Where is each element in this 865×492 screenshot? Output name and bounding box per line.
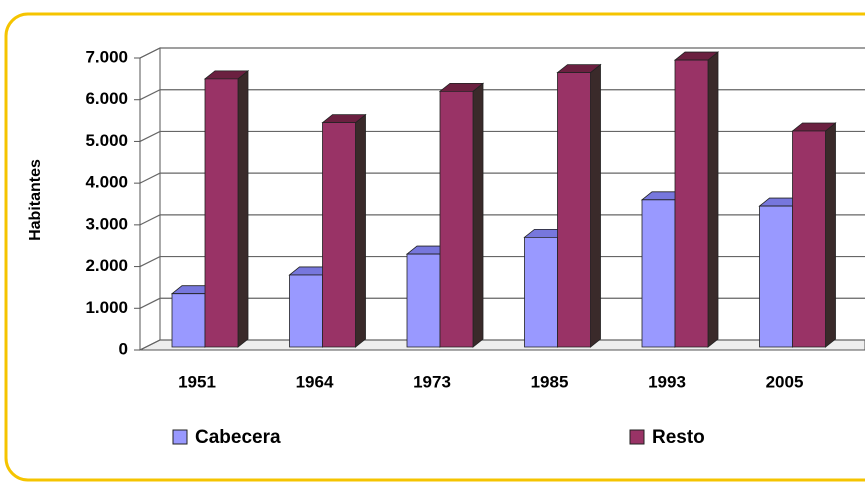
y-tick-label: 0	[119, 339, 128, 358]
grid-line	[139, 172, 865, 184]
y-tick-label: 6.000	[85, 89, 128, 108]
y-axis-label: Habitantes	[27, 159, 44, 241]
floor	[139, 339, 865, 351]
x-tick-label: 1951	[178, 372, 216, 391]
bar	[203, 70, 250, 348]
legend-label: Resto	[652, 427, 705, 448]
y-tick-label: 1.000	[85, 298, 128, 317]
y-tick-label: 7.000	[85, 47, 128, 66]
grid-line	[139, 255, 865, 268]
bar	[321, 113, 367, 348]
y-tick-label: 4.000	[85, 173, 128, 192]
grid-line	[139, 130, 865, 142]
x-tick-label: 2005	[766, 372, 804, 391]
bar	[791, 122, 837, 348]
y-tick-label: 3.000	[85, 214, 128, 233]
grid-line	[139, 89, 865, 101]
bar	[438, 82, 485, 348]
legend-swatch	[172, 429, 188, 445]
legend-swatch	[629, 429, 645, 445]
grid-line	[139, 47, 865, 59]
bar	[673, 51, 720, 348]
x-tick-label: 1973	[413, 372, 451, 391]
x-tick-label: 1993	[648, 372, 686, 391]
y-tick-label: 2.000	[85, 256, 128, 275]
bar	[556, 63, 602, 348]
side-wall	[139, 47, 161, 351]
grid-line	[139, 339, 865, 351]
x-tick-label: 1985	[531, 372, 569, 391]
x-tick-label: 1964	[296, 372, 334, 391]
legend-label: Cabecera	[195, 427, 281, 448]
grid-line	[139, 214, 865, 226]
y-tick-label: 5.000	[85, 131, 128, 150]
grid-line	[139, 297, 865, 309]
